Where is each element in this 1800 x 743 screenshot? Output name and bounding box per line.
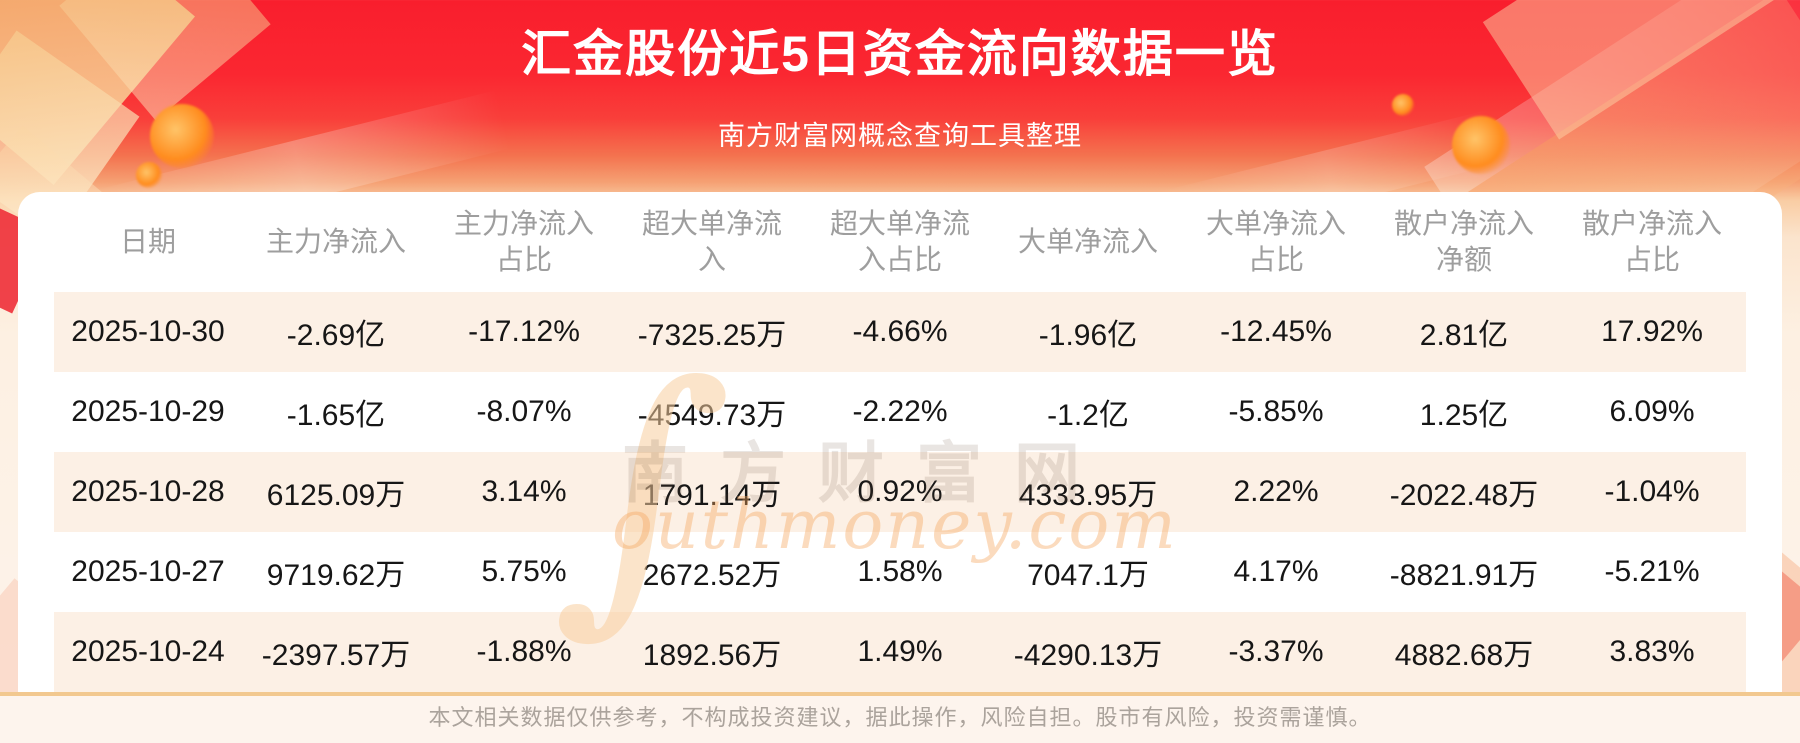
table-cell: -5.85% (1228, 395, 1324, 428)
column-header-large-order-inflow: 大单净流入 (1017, 225, 1158, 257)
table-cell: 2025-10-28 (71, 475, 225, 508)
table-cell: 6125.09万 (266, 479, 406, 512)
table-cell: -5.21% (1604, 555, 1700, 588)
column-header-main-inflow-pct: 主力净流入 占比 (453, 207, 594, 275)
table-cell: 4882.68万 (1394, 639, 1534, 672)
table-cell: 2025-10-29 (71, 395, 225, 428)
table-cell: -2.69亿 (286, 319, 386, 352)
table-cell: -4.66% (852, 315, 948, 348)
table-cell: 2025-10-24 (71, 635, 225, 668)
disclaimer-text: 本文相关数据仅供参考，不构成投资建议，据此操作，风险自担。股市有风险，投资需谨慎… (428, 705, 1372, 730)
table-cell: -1.65亿 (286, 399, 386, 432)
table-row: 2025-10-27 9719.62万 5.75% 2672.52万 1.58%… (54, 532, 1746, 612)
table-cell: -7325.25万 (637, 319, 787, 352)
table-cell: 1.58% (857, 555, 943, 588)
table-cell: 7047.1万 (1027, 559, 1149, 592)
footer-divider (0, 692, 1800, 696)
table-cell: -12.45% (1220, 315, 1332, 348)
column-header-xl-order-inflow-pct: 超大单净流 入占比 (829, 207, 970, 275)
table-row: 2025-10-29 -1.65亿 -8.07% -4549.73万 -2.22… (54, 372, 1746, 452)
table-cell: 4333.95万 (1018, 479, 1158, 512)
table-row: 2025-10-28 6125.09万 3.14% 1791.14万 0.92%… (54, 452, 1746, 532)
table-cell: 1.25亿 (1419, 399, 1509, 432)
column-header-date: 日期 (119, 225, 176, 257)
table-cell: -3.37% (1228, 635, 1324, 668)
table-cell: -8.07% (476, 395, 572, 428)
table-cell: 17.92% (1601, 315, 1703, 348)
table-cell: 0.92% (857, 475, 943, 508)
column-header-main-inflow: 主力净流入 (265, 225, 406, 257)
table-row: 2025-10-24 -2397.57万 -1.88% 1892.56万 1.4… (54, 612, 1746, 692)
column-header-retail-inflow-pct: 散户净流入 占比 (1581, 207, 1722, 275)
banner: 汇金股份近5日资金流向数据一览 南方财富网概念查询工具整理 (0, 0, 1800, 153)
table-cell: 4.17% (1233, 555, 1319, 588)
column-header-retail-inflow: 散户净流入 净额 (1393, 207, 1534, 275)
table-cell: 1.49% (857, 635, 943, 668)
page-title: 汇金股份近5日资金流向数据一览 (521, 26, 1279, 82)
column-header-large-order-inflow-pct: 大单净流入 占比 (1205, 207, 1346, 275)
table-cell: 1791.14万 (642, 479, 782, 512)
column-header-xl-order-inflow: 超大单净流 入 (641, 207, 782, 275)
table-cell: -4290.13万 (1013, 639, 1163, 672)
table-cell: -2022.48万 (1389, 479, 1539, 512)
table-cell: 2025-10-30 (71, 315, 225, 348)
table-cell: 2672.52万 (642, 559, 782, 592)
table-cell: 6.09% (1609, 395, 1695, 428)
table-cell: 1892.56万 (642, 639, 782, 672)
table-cell: -1.2亿 (1047, 399, 1129, 432)
table-cell: -2.22% (852, 395, 948, 428)
table-cell: 5.75% (481, 555, 567, 588)
table-cell: 2.22% (1233, 475, 1319, 508)
table-cell: -1.88% (476, 635, 572, 668)
page-subtitle: 南方财富网概念查询工具整理 (718, 120, 1082, 151)
table-cell: 2025-10-27 (71, 555, 225, 588)
table-cell: -17.12% (468, 315, 580, 348)
table-cell: 3.83% (1609, 635, 1695, 668)
table-cell: 2.81亿 (1419, 319, 1509, 352)
table-cell: -4549.73万 (637, 399, 787, 432)
table-cell: -8821.91万 (1389, 559, 1539, 592)
table-cell: -1.96亿 (1038, 319, 1138, 352)
table-cell: -2397.57万 (261, 639, 411, 672)
table-header-row: 日期 主力净流入 主力净流入 占比 超大单净流 入 超大单净流 入占比 大单净流… (54, 192, 1746, 292)
footer: 本文相关数据仅供参考，不构成投资建议，据此操作，风险自担。股市有风险，投资需谨慎… (0, 696, 1800, 743)
glow-orb-decoration (136, 162, 162, 188)
table-cell: -1.04% (1604, 475, 1700, 508)
table-cell: 9719.62万 (266, 559, 406, 592)
data-table-card: 日期 主力净流入 主力净流入 占比 超大单净流 入 超大单净流 入占比 大单净流… (18, 192, 1782, 692)
table-cell: 3.14% (481, 475, 567, 508)
table-row: 2025-10-30 -2.69亿 -17.12% -7325.25万 -4.6… (54, 292, 1746, 372)
